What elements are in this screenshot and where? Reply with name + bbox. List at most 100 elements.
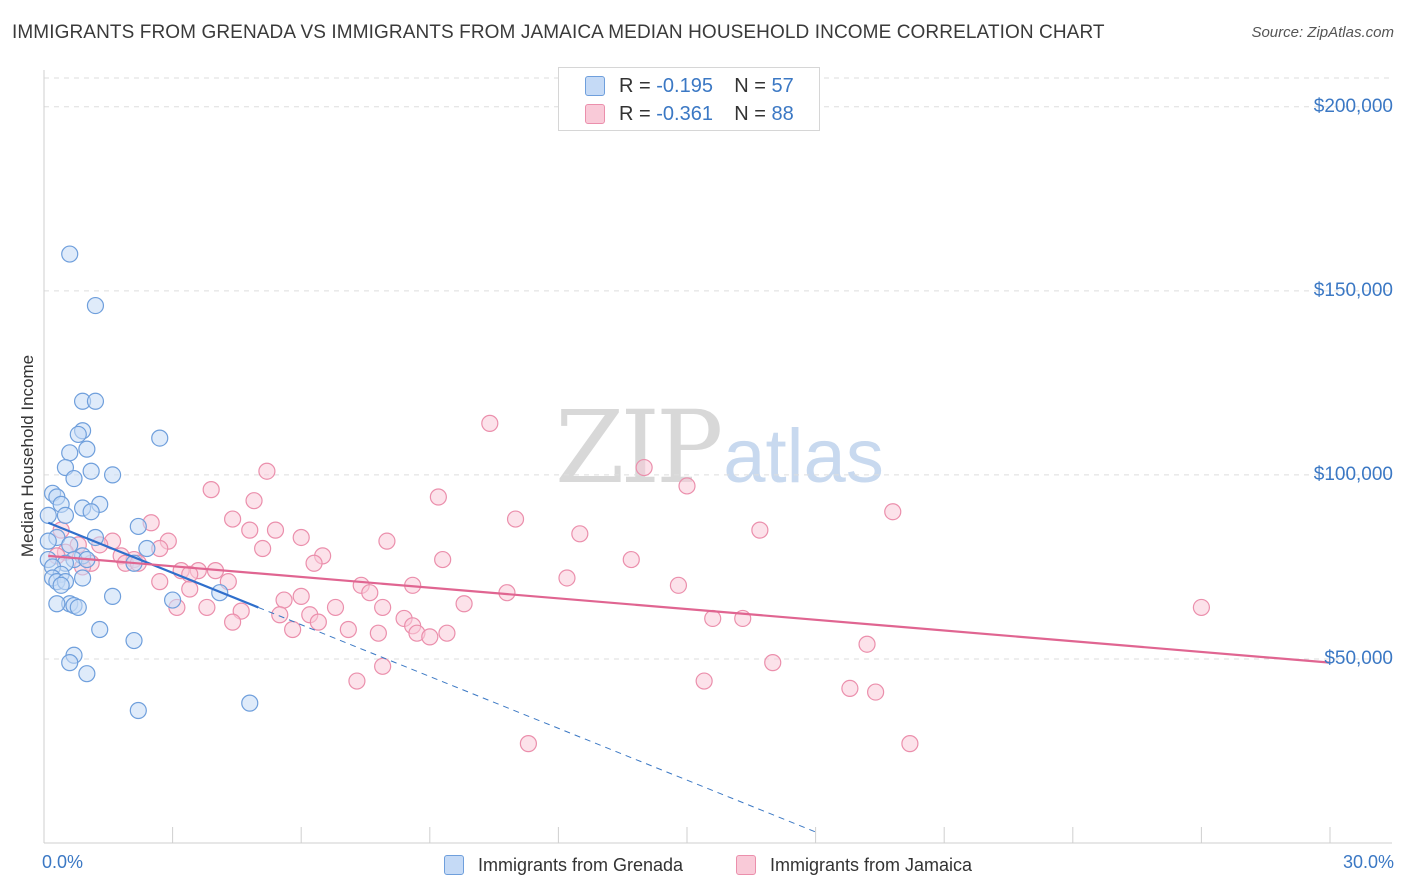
grenada-point bbox=[73, 569, 92, 587]
jamaica-point bbox=[429, 488, 447, 506]
grenada-point bbox=[125, 631, 143, 650]
trend-lines bbox=[47, 521, 1331, 833]
jamaica-points bbox=[48, 414, 1211, 753]
grenada-point bbox=[69, 598, 87, 617]
jamaica-point bbox=[669, 576, 688, 594]
y-tick-label: $100,000 bbox=[1313, 463, 1393, 485]
grenada-point bbox=[61, 654, 79, 672]
grenada-point bbox=[103, 466, 122, 484]
axes bbox=[43, 70, 1392, 844]
grenada-point bbox=[65, 469, 83, 488]
jamaica-point bbox=[258, 462, 276, 480]
grenada-point bbox=[138, 539, 156, 558]
jamaica-swatch bbox=[585, 104, 605, 124]
grenada-point bbox=[151, 429, 169, 447]
jamaica-point bbox=[901, 735, 919, 753]
n-label: N = bbox=[734, 74, 766, 97]
grenada-point bbox=[39, 532, 57, 550]
jamaica-point bbox=[224, 510, 242, 528]
jamaica-point bbox=[571, 525, 589, 543]
jamaica-point bbox=[181, 580, 199, 598]
grenada-point bbox=[241, 694, 259, 712]
jamaica-point bbox=[635, 458, 653, 477]
watermark-atlas: atlas bbox=[723, 414, 884, 499]
r-label: R = bbox=[619, 102, 651, 125]
jamaica-point bbox=[378, 532, 396, 550]
grenada-point bbox=[78, 440, 96, 458]
jamaica-point bbox=[266, 521, 285, 539]
grenada-point bbox=[61, 536, 79, 554]
grenada-point bbox=[82, 503, 100, 521]
jamaica-point bbox=[421, 628, 439, 646]
jamaica-point bbox=[622, 550, 640, 569]
jamaica-point bbox=[695, 672, 713, 690]
jamaica-point bbox=[438, 624, 456, 642]
legend-item-jamaica[interactable]: Immigrants from Jamaica bbox=[736, 852, 972, 878]
grenada-point bbox=[56, 506, 75, 524]
n-label: N = bbox=[734, 102, 766, 125]
jamaica-point bbox=[348, 672, 366, 690]
jamaica-point bbox=[1192, 598, 1211, 617]
jamaica-point bbox=[241, 521, 259, 539]
jamaica-point bbox=[858, 635, 876, 653]
legend-label-jamaica: Immigrants from Jamaica bbox=[770, 854, 973, 875]
jamaica-point bbox=[292, 528, 310, 547]
grenada-point bbox=[61, 245, 79, 263]
jamaica-point bbox=[704, 609, 722, 628]
jamaica-point bbox=[275, 591, 293, 609]
source-label: Source: ZipAtlas.com bbox=[1251, 24, 1394, 41]
watermark-zip: ZIP bbox=[555, 389, 723, 506]
legend-label-grenada: Immigrants from Grenada bbox=[478, 854, 684, 875]
jamaica-legend-swatch bbox=[736, 855, 756, 875]
y-tick-label: $150,000 bbox=[1313, 279, 1393, 301]
legend-item-grenada[interactable]: Immigrants from Grenada bbox=[444, 852, 683, 878]
grenada-swatch bbox=[585, 76, 605, 96]
y-axis-label: Median Household Income bbox=[18, 354, 37, 558]
jamaica-point bbox=[309, 613, 327, 631]
grenada-trend-extension bbox=[258, 606, 816, 833]
grenada-point bbox=[129, 517, 147, 536]
jamaica-point bbox=[198, 598, 216, 617]
jamaica-point bbox=[245, 492, 263, 510]
r-value: -0.195 bbox=[656, 74, 713, 97]
grenada-points bbox=[39, 245, 259, 720]
stats-row-grenada: R = -0.195 N = 57 bbox=[585, 74, 794, 98]
n-value: 57 bbox=[771, 74, 794, 97]
jamaica-trend-line bbox=[48, 554, 1331, 664]
jamaica-point bbox=[764, 654, 782, 672]
jamaica-point bbox=[678, 477, 696, 495]
jamaica-point bbox=[374, 598, 392, 617]
n-value: 88 bbox=[771, 102, 794, 125]
y-tick-label: $50,000 bbox=[1324, 647, 1393, 669]
jamaica-point bbox=[361, 584, 379, 602]
jamaica-point bbox=[254, 539, 272, 558]
y-tick-label: $200,000 bbox=[1313, 95, 1393, 117]
r-value: -0.361 bbox=[656, 102, 713, 125]
grenada-point bbox=[164, 591, 182, 609]
grenada-point bbox=[82, 462, 100, 480]
grenada-point bbox=[48, 595, 66, 613]
grenada-point bbox=[39, 506, 57, 524]
grenada-point bbox=[86, 392, 105, 410]
jamaica-point bbox=[284, 620, 302, 639]
jamaica-point bbox=[271, 606, 289, 624]
r-label: R = bbox=[619, 74, 651, 97]
x-tick-label-min: 0.0% bbox=[42, 852, 84, 872]
jamaica-point bbox=[455, 595, 473, 613]
jamaica-point bbox=[369, 624, 387, 642]
jamaica-point bbox=[884, 503, 902, 521]
jamaica-point bbox=[558, 569, 576, 587]
grenada-point bbox=[103, 587, 122, 605]
jamaica-point bbox=[867, 683, 885, 701]
watermark: ZIPatlas bbox=[555, 398, 884, 498]
chart-title: IMMIGRANTS FROM GRENADA VS IMMIGRANTS FR… bbox=[12, 22, 1105, 43]
jamaica-point bbox=[481, 414, 499, 432]
grenada-legend-swatch bbox=[444, 855, 464, 875]
jamaica-point bbox=[751, 521, 769, 539]
jamaica-point bbox=[374, 657, 392, 675]
grenada-point bbox=[69, 425, 87, 444]
jamaica-point bbox=[292, 587, 310, 605]
jamaica-point bbox=[434, 550, 452, 569]
x-tick-label-max: 30.0% bbox=[1342, 852, 1394, 872]
stats-legend: R = -0.195 N = 57 R = -0.361 N = 88 bbox=[558, 67, 820, 131]
